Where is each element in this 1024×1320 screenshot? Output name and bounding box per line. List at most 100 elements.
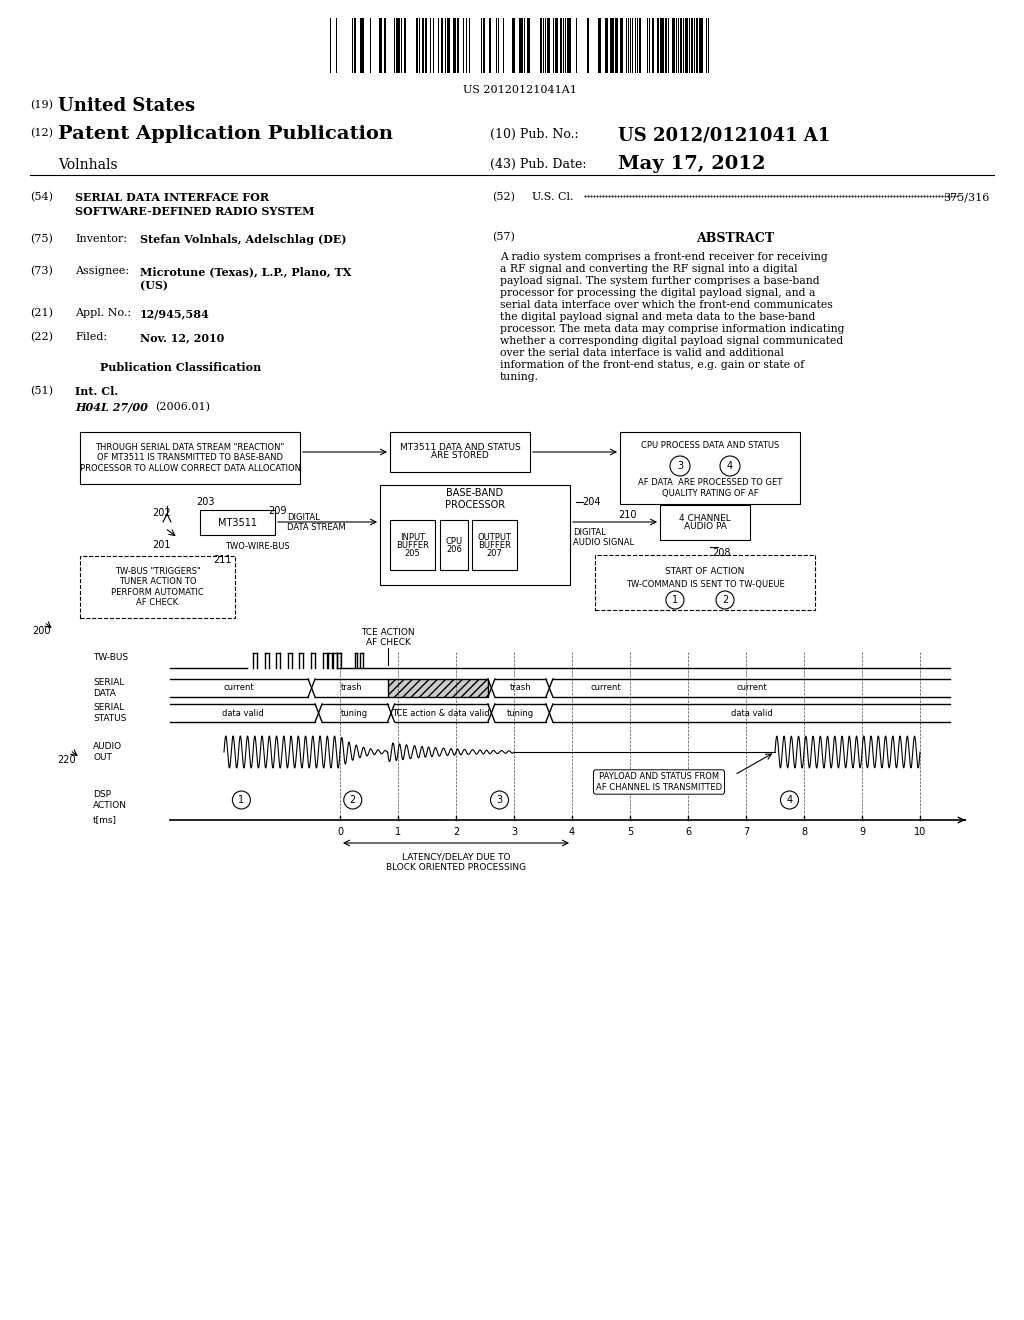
Text: payload signal. The system further comprises a base-band: payload signal. The system further compr… bbox=[500, 276, 819, 286]
Text: tuning.: tuning. bbox=[500, 372, 539, 381]
Text: 4: 4 bbox=[727, 461, 733, 471]
Bar bbox=[610, 18, 614, 73]
Bar bbox=[665, 18, 667, 73]
Bar bbox=[422, 18, 424, 73]
Bar bbox=[390, 432, 530, 473]
Text: the digital payload signal and meta data to the base-band: the digital payload signal and meta data… bbox=[500, 312, 815, 322]
Bar bbox=[519, 18, 523, 73]
Text: TCE ACTION
AF CHECK: TCE ACTION AF CHECK bbox=[361, 628, 415, 647]
Bar bbox=[672, 18, 675, 73]
Bar bbox=[80, 432, 300, 484]
Bar bbox=[527, 18, 530, 73]
Text: CPU PROCESS DATA AND STATUS: CPU PROCESS DATA AND STATUS bbox=[641, 441, 779, 450]
Text: DIGITAL
DATA STREAM: DIGITAL DATA STREAM bbox=[287, 513, 346, 532]
Text: processor for processing the digital payload signal, and a: processor for processing the digital pay… bbox=[500, 288, 815, 298]
Text: CPU: CPU bbox=[445, 536, 463, 545]
Text: 2: 2 bbox=[349, 795, 356, 805]
Text: current: current bbox=[591, 684, 622, 693]
Text: 211: 211 bbox=[213, 554, 231, 565]
Text: trash: trash bbox=[510, 684, 531, 693]
Bar bbox=[489, 18, 490, 73]
Bar bbox=[354, 18, 356, 73]
Text: (2006.01): (2006.01) bbox=[155, 403, 210, 412]
Text: Filed:: Filed: bbox=[75, 333, 108, 342]
Text: START OF ACTION: START OF ACTION bbox=[666, 566, 744, 576]
Text: (US): (US) bbox=[140, 280, 168, 290]
Bar bbox=[380, 484, 570, 585]
Text: BUFFER: BUFFER bbox=[396, 540, 429, 549]
Text: t[ms]: t[ms] bbox=[93, 816, 117, 825]
Bar bbox=[691, 18, 693, 73]
Bar bbox=[360, 18, 364, 73]
Text: Volnhals: Volnhals bbox=[58, 158, 118, 172]
Text: current: current bbox=[223, 684, 254, 693]
Bar bbox=[587, 18, 589, 73]
Bar bbox=[483, 18, 485, 73]
Bar bbox=[595, 554, 815, 610]
Text: SOFTWARE-DEFINED RADIO SYSTEM: SOFTWARE-DEFINED RADIO SYSTEM bbox=[75, 206, 314, 216]
Text: tuning: tuning bbox=[341, 709, 369, 718]
Text: 220: 220 bbox=[57, 755, 76, 766]
Text: TW-BUS "TRIGGERS"
TUNER ACTION TO
PERFORM AUTOMATIC
AF CHECK: TW-BUS "TRIGGERS" TUNER ACTION TO PERFOR… bbox=[112, 566, 204, 607]
Text: U.S. Cl.: U.S. Cl. bbox=[532, 191, 573, 202]
Text: US 20120121041A1: US 20120121041A1 bbox=[463, 84, 577, 95]
Bar bbox=[657, 18, 659, 73]
Bar bbox=[615, 18, 618, 73]
Text: (75): (75) bbox=[30, 234, 53, 244]
Bar bbox=[396, 18, 400, 73]
Text: TW-COMMAND IS SENT TO TW-QUEUE: TW-COMMAND IS SENT TO TW-QUEUE bbox=[626, 581, 784, 590]
Text: trash: trash bbox=[341, 684, 362, 693]
Bar bbox=[472, 520, 517, 570]
Bar bbox=[512, 18, 515, 73]
Text: 3: 3 bbox=[677, 461, 683, 471]
Text: (21): (21) bbox=[30, 308, 53, 318]
Text: 207: 207 bbox=[486, 549, 503, 557]
Text: 12/945,584: 12/945,584 bbox=[140, 308, 210, 319]
Bar bbox=[416, 18, 418, 73]
Text: 201: 201 bbox=[152, 540, 171, 550]
Text: PAYLOAD AND STATUS FROM
AF CHANNEL IS TRANSMITTED: PAYLOAD AND STATUS FROM AF CHANNEL IS TR… bbox=[596, 772, 722, 792]
Text: Patent Application Publication: Patent Application Publication bbox=[58, 125, 393, 143]
Text: ABSTRACT: ABSTRACT bbox=[696, 232, 774, 246]
Text: (12): (12) bbox=[30, 128, 53, 139]
Text: SERIAL
DATA: SERIAL DATA bbox=[93, 678, 124, 698]
Bar bbox=[598, 18, 601, 73]
Text: 200: 200 bbox=[32, 626, 50, 636]
Bar bbox=[441, 18, 443, 73]
Bar bbox=[384, 18, 386, 73]
Text: SERIAL DATA INTERFACE FOR: SERIAL DATA INTERFACE FOR bbox=[75, 191, 269, 203]
Text: May 17, 2012: May 17, 2012 bbox=[618, 154, 766, 173]
Bar bbox=[379, 18, 382, 73]
Text: (54): (54) bbox=[30, 191, 53, 202]
Text: (19): (19) bbox=[30, 100, 53, 111]
Bar bbox=[620, 432, 800, 504]
Bar bbox=[560, 18, 562, 73]
Text: Stefan Volnhals, Adelschlag (DE): Stefan Volnhals, Adelschlag (DE) bbox=[140, 234, 346, 246]
Text: data valid: data valid bbox=[221, 709, 263, 718]
Text: Nov. 12, 2010: Nov. 12, 2010 bbox=[140, 333, 224, 343]
Text: Appl. No.:: Appl. No.: bbox=[75, 308, 131, 318]
Text: OUTPUT: OUTPUT bbox=[477, 532, 512, 541]
Text: United States: United States bbox=[58, 96, 196, 115]
Text: 375/316: 375/316 bbox=[944, 191, 990, 202]
Text: SERIAL
STATUS: SERIAL STATUS bbox=[93, 704, 126, 723]
Text: 4: 4 bbox=[569, 828, 575, 837]
Text: 4 CHANNEL: 4 CHANNEL bbox=[679, 513, 731, 523]
Text: (57): (57) bbox=[492, 232, 515, 243]
Text: over the serial data interface is valid and additional: over the serial data interface is valid … bbox=[500, 348, 784, 358]
Bar bbox=[639, 18, 641, 73]
Text: Publication Classification: Publication Classification bbox=[100, 362, 261, 374]
Text: information of the front-end status, e.g. gain or state of: information of the front-end status, e.g… bbox=[500, 360, 804, 370]
Bar bbox=[404, 18, 406, 73]
Text: 3: 3 bbox=[511, 828, 517, 837]
Text: 203: 203 bbox=[196, 498, 214, 507]
Text: H04L 27/00: H04L 27/00 bbox=[75, 403, 147, 413]
Text: 2: 2 bbox=[453, 828, 459, 837]
Text: 0: 0 bbox=[337, 828, 343, 837]
Bar bbox=[652, 18, 654, 73]
Text: TCE action & data valid: TCE action & data valid bbox=[392, 709, 490, 718]
Text: A radio system comprises a front-end receiver for receiving: A radio system comprises a front-end rec… bbox=[500, 252, 827, 261]
Text: (22): (22) bbox=[30, 333, 53, 342]
Bar bbox=[605, 18, 608, 73]
Text: 3: 3 bbox=[497, 795, 503, 805]
